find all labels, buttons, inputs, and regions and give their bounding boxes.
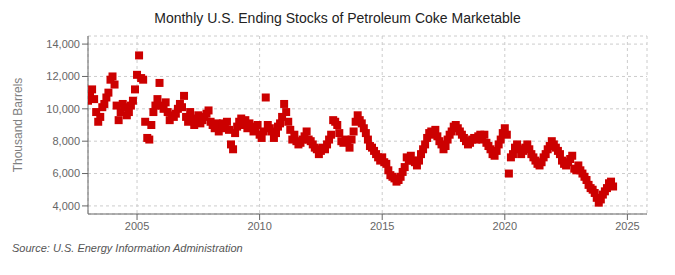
svg-text:Thousand Barrels: Thousand Barrels (11, 78, 25, 173)
svg-text:2025: 2025 (615, 220, 639, 232)
svg-text:2005: 2005 (125, 220, 149, 232)
svg-text:2020: 2020 (493, 220, 517, 232)
svg-text:8,000: 8,000 (52, 135, 80, 147)
svg-text:2015: 2015 (370, 220, 394, 232)
svg-text:10,000: 10,000 (46, 103, 80, 115)
svg-text:14,000: 14,000 (46, 38, 80, 50)
svg-text:2010: 2010 (247, 220, 271, 232)
svg-text:6,000: 6,000 (52, 167, 80, 179)
svg-text:12,000: 12,000 (46, 70, 80, 82)
html-text:Monthly U.S. Ending Stocks of: Monthly U.S. Ending Stocks of Petroleum … (154, 10, 521, 26)
html-text:Source: U.S. Energy Informatio: Source: U.S. Energy Information Administ… (12, 242, 243, 254)
svg-text:4,000: 4,000 (52, 200, 80, 212)
